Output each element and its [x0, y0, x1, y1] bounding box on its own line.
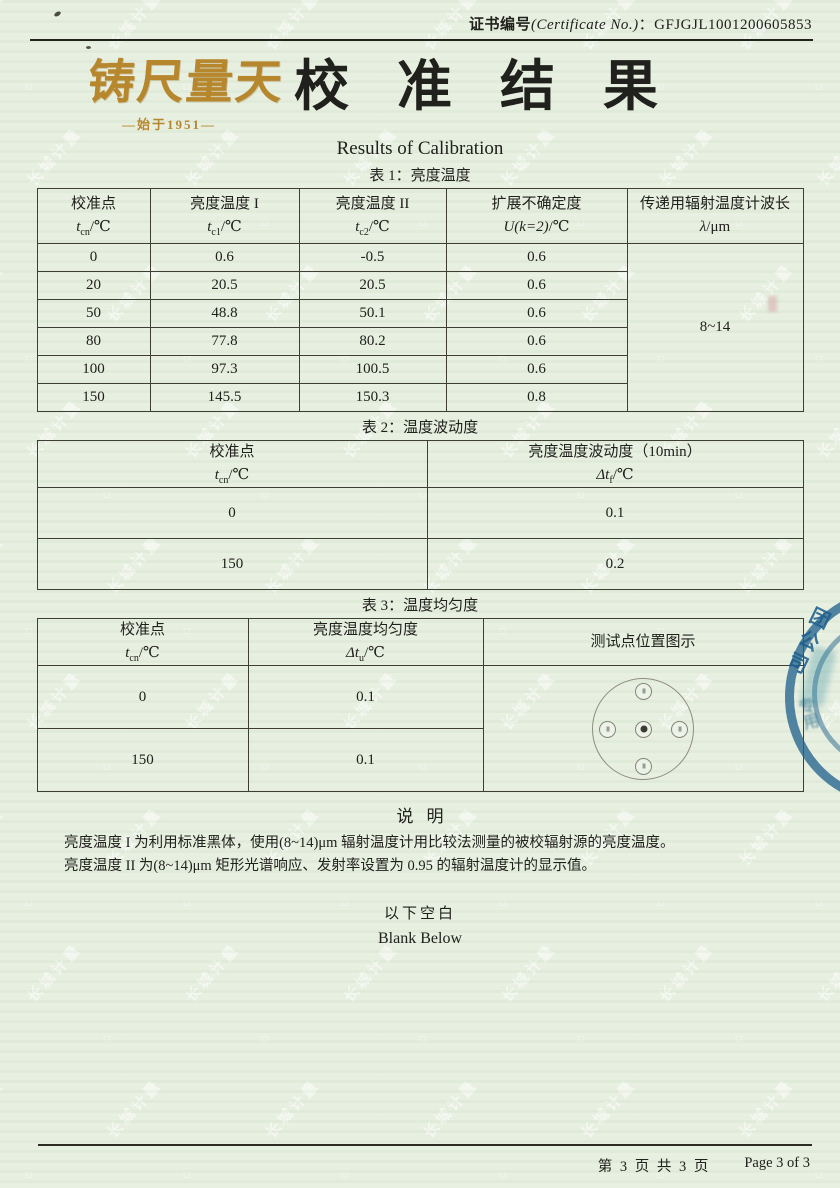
test-point-center [635, 720, 652, 738]
footer-rule [38, 1144, 812, 1146]
col-uniformity: 亮度温度均匀度 Δtu/℃ [247, 618, 484, 667]
cell: 0.6 [445, 243, 628, 273]
blank-below-en: Blank Below [378, 930, 462, 948]
cell: 150.3 [298, 383, 447, 413]
logo-brand-text: 铸尺量天 [85, 57, 287, 109]
table1-caption: 表 1：亮度温度 [369, 168, 471, 185]
table-row: 0 0.6 -0.5 0.6 8~14 [36, 243, 804, 413]
cell: 0.1 [247, 665, 484, 730]
test-point-diagram-cell [482, 665, 804, 793]
table2-caption: 表 2：温度波动度 [361, 420, 479, 437]
brand-row: 铸尺量天 —始于1951— 校准结果 [85, 55, 840, 133]
table2-header-row: 校准点 tcn/℃ 亮度温度波动度（10min） Δtf/℃ [36, 440, 804, 489]
table-row: 150 0.2 [36, 538, 804, 591]
cert-no-label-cn: 证书编号 [468, 16, 531, 33]
cell: 0.2 [426, 538, 804, 591]
cell: 0.1 [426, 487, 804, 540]
cell: 0.1 [247, 728, 484, 793]
test-point-top [635, 682, 652, 700]
certificate-number: GFJGJL1001200605853 [654, 17, 812, 33]
table-row: 20 20.5 20.5 0.6 [36, 271, 803, 301]
table1-brightness-temperature: 校准点 tcn/℃ 亮度温度 I tc1/℃ 亮度温度 II tc2/℃ 扩展不… [36, 188, 804, 413]
page-number-en: Page 3 of 3 [744, 1155, 810, 1171]
col-calibration-point: 校准点 tcn/℃ [36, 188, 151, 245]
cell: 145.5 [149, 383, 300, 413]
cert-no-colon: ： [638, 17, 655, 33]
page-footer: 第 3 页 共 3 页 Page 3 of 3 [0, 1144, 840, 1176]
page-content: 证书编号(Certificate No.)：GFJGJL100120060585… [0, 0, 840, 948]
blank-below-cn: 以下空白 [383, 906, 456, 923]
cell: 0.6 [445, 299, 628, 329]
table3-caption: 表 3：温度均匀度 [361, 598, 479, 615]
page-title: 校准结果 [294, 55, 707, 117]
cell: 50 [36, 299, 151, 329]
cell: 50.1 [298, 299, 447, 329]
scan-artifact [86, 46, 91, 49]
cell: 0.6 [445, 355, 628, 385]
page-number-cn: 第 3 页 共 3 页 [597, 1159, 711, 1175]
notes-heading: 说明 [396, 807, 457, 827]
col-wavelength: 传递用辐射温度计波长 λ/μm [626, 188, 804, 245]
table2-temperature-fluctuation: 校准点 tcn/℃ 亮度温度波动度（10min） Δtf/℃ 0 0.1 150… [36, 440, 804, 591]
table-row: 0 0.1 [36, 665, 804, 793]
table1-header-row: 校准点 tcn/℃ 亮度温度 I tc1/℃ 亮度温度 II tc2/℃ 扩展不… [36, 188, 804, 245]
table3-header-row: 校准点 tcn/℃ 亮度温度均匀度 Δtu/℃ 测试点位置图示 [36, 618, 804, 667]
cell: 77.8 [149, 327, 300, 357]
cell: 150 [36, 728, 249, 793]
cell: 20 [36, 271, 151, 301]
scan-artifact [768, 296, 777, 312]
notes-section: 说明 亮度温度 I 为利用标准黑体，使用(8~14)μm 辐射温度计用比较法测量… [40, 802, 800, 878]
table-row: 100 97.3 100.5 0.6 [36, 355, 803, 385]
col-fluctuation: 亮度温度波动度（10min） Δtf/℃ [426, 440, 804, 489]
cell: 150 [36, 538, 428, 591]
table3-temperature-uniformity: 校准点 tcn/℃ 亮度温度均匀度 Δtu/℃ 测试点位置图示 0 0.1 [36, 618, 804, 793]
col-calibration-point: 校准点 tcn/℃ [36, 440, 428, 489]
cell: 80 [36, 327, 151, 357]
cell: 100.5 [298, 355, 447, 385]
blank-below-section: 以下空白 Blank Below [0, 902, 840, 948]
cell: 100 [36, 355, 151, 385]
table-row: 0 0.1 [36, 487, 804, 540]
cert-no-label-en: (Certificate No.) [530, 17, 639, 33]
col-brightness-temp-2: 亮度温度 II tc2/℃ [298, 188, 447, 245]
cell: 97.3 [149, 355, 300, 385]
test-point-right [671, 720, 688, 738]
note-line-1: 亮度温度 I 为利用标准黑体，使用(8~14)μm 辐射温度计用比较法测量的被校… [64, 835, 675, 852]
subtitle-en: Results of Calibration [336, 138, 504, 160]
logo-since-text: —始于1951— [122, 117, 217, 133]
note-line-2: 亮度温度 II 为(8~14)μm 矩形光谱响应、发射率设置为 0.95 的辐射… [64, 858, 596, 875]
footer-text: 第 3 页 共 3 页 Page 3 of 3 [0, 1146, 840, 1176]
test-point-left [599, 720, 616, 738]
table-row: 80 77.8 80.2 0.6 [36, 327, 803, 357]
cell: 20.5 [298, 271, 447, 301]
diagram-circle [592, 677, 694, 780]
table-row: 150 145.5 150.3 0.8 [36, 383, 803, 413]
col-expanded-uncertainty: 扩展不确定度 U(k=2)/℃ [445, 188, 628, 245]
test-point-diagram [484, 666, 803, 791]
logo: 铸尺量天 —始于1951— [85, 55, 287, 133]
cell: 0.6 [445, 271, 628, 301]
col-brightness-temp-1: 亮度温度 I tc1/℃ [149, 188, 300, 245]
cell: 48.8 [149, 299, 300, 329]
cell: -0.5 [298, 243, 447, 273]
col-test-point-diagram: 测试点位置图示 [482, 618, 804, 667]
cell: 80.2 [298, 327, 447, 357]
header-rule [30, 39, 813, 41]
cell: 0.6 [149, 243, 300, 273]
cell: 0.6 [445, 327, 628, 357]
table-row: 50 48.8 50.1 0.6 [36, 299, 803, 329]
test-point-bottom [635, 757, 652, 775]
cell: 20.5 [149, 271, 300, 301]
cell-wavelength-span: 8~14 [626, 243, 804, 413]
cell: 0 [36, 665, 249, 730]
cell: 150 [36, 383, 151, 413]
cell: 0 [36, 243, 151, 273]
cell: 0.8 [445, 383, 628, 413]
certificate-number-line: 证书编号(Certificate No.)：GFJGJL100120060585… [0, 0, 840, 34]
table-row: 150 0.1 [36, 728, 803, 793]
cell: 0 [36, 487, 428, 540]
col-calibration-point: 校准点 tcn/℃ [36, 618, 249, 667]
